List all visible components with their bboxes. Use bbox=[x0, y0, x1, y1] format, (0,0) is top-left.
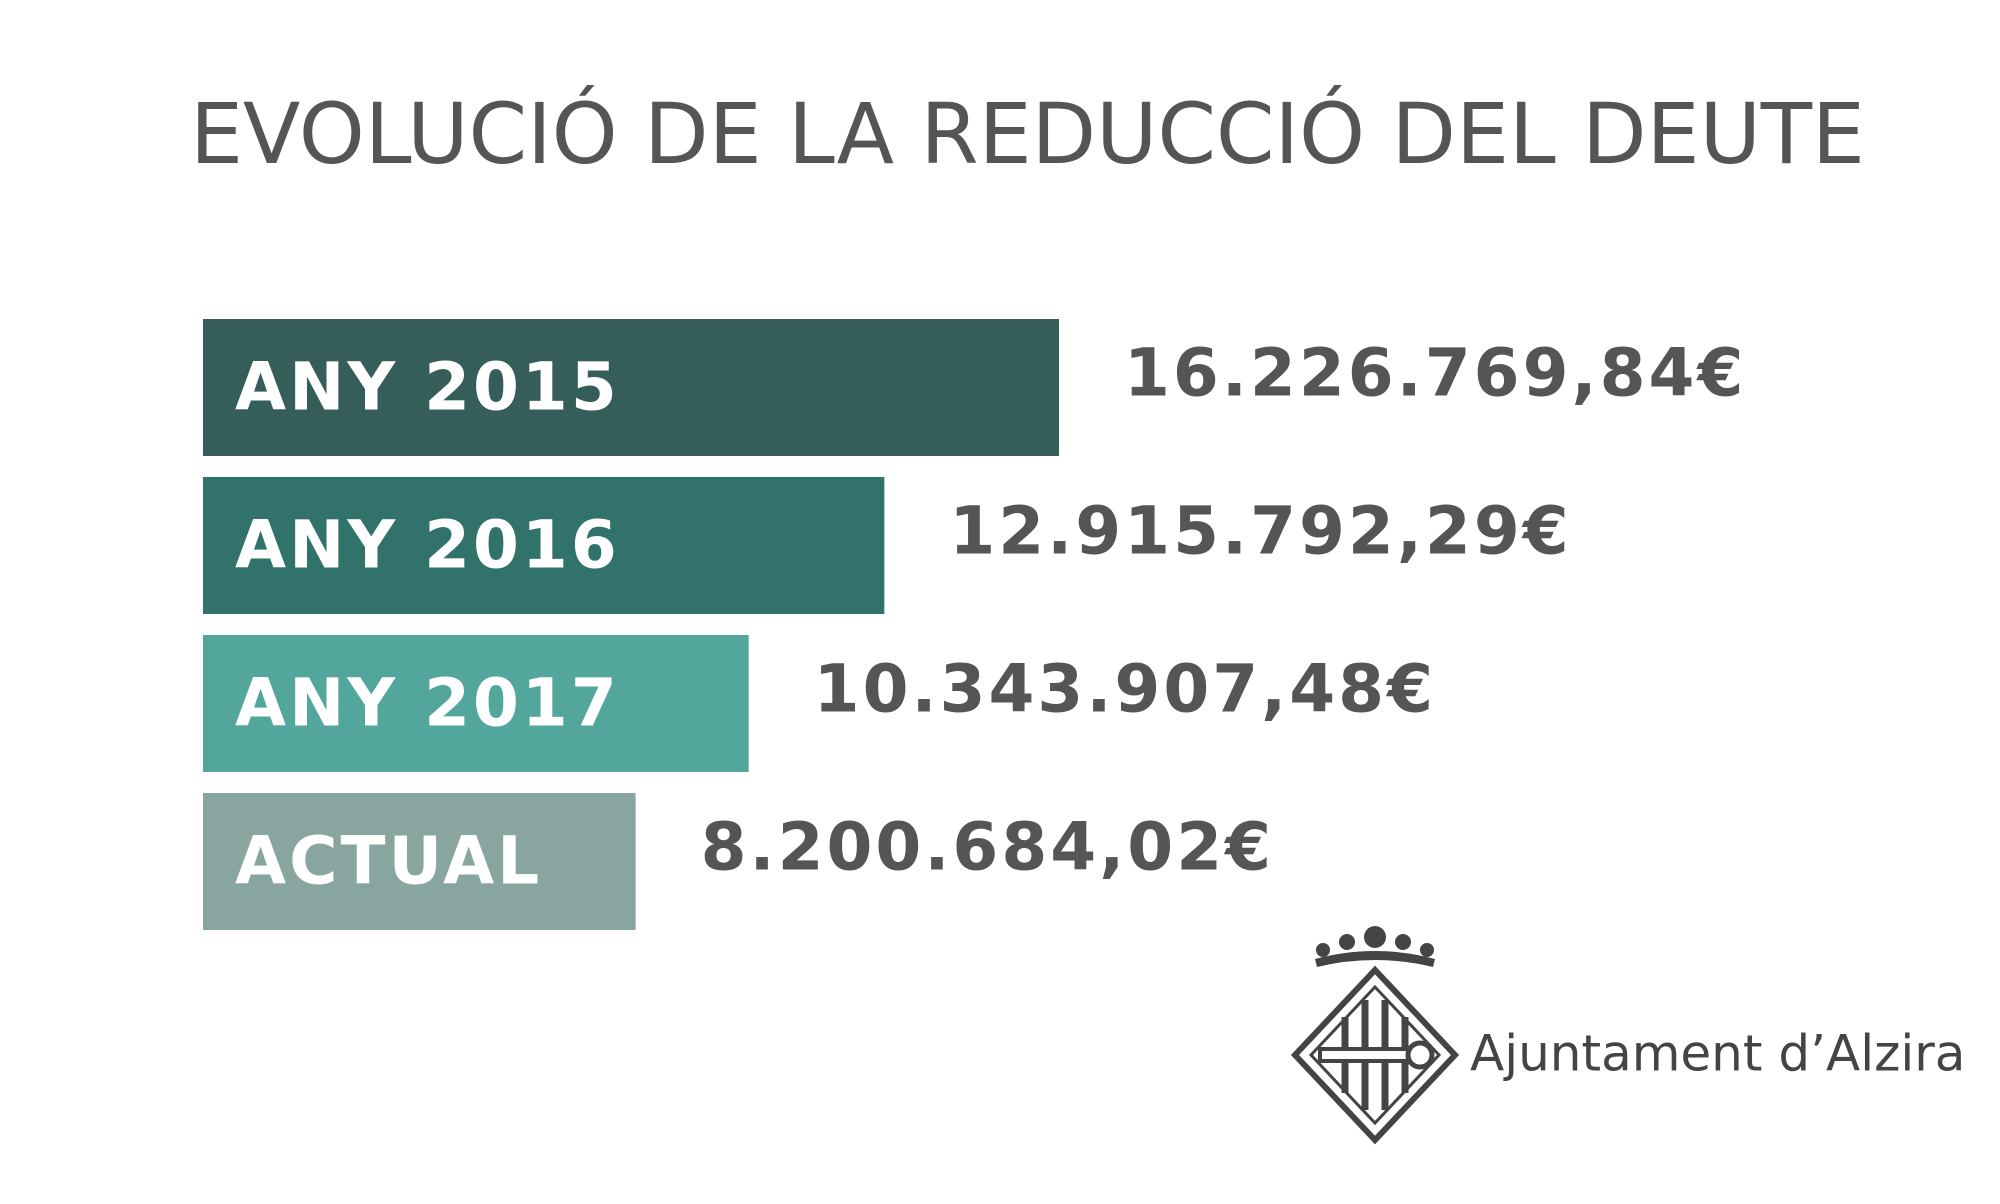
value-label: 10.343.907,48€ bbox=[814, 651, 1436, 728]
chart-title: EVOLUCIÓ DE LA REDUCCIÓ DEL DEUTE bbox=[190, 85, 1865, 183]
value-label: 12.915.792,29€ bbox=[949, 493, 1571, 570]
value-label: 16.226.769,84€ bbox=[1124, 335, 1746, 412]
bar bbox=[203, 477, 885, 614]
category-label: ACTUAL bbox=[235, 823, 542, 900]
bar bbox=[203, 793, 636, 930]
category-label: ANY 2016 bbox=[235, 507, 620, 584]
bar bbox=[203, 635, 749, 772]
category-label: ANY 2015 bbox=[235, 349, 620, 426]
category-label: ANY 2017 bbox=[235, 665, 620, 742]
logo-text: Ajuntament d’Alzira bbox=[1470, 1025, 1965, 1083]
bar bbox=[203, 319, 1059, 456]
logo: Ajuntament d’Alzira bbox=[1290, 926, 1965, 1145]
value-label: 8.200.684,02€ bbox=[701, 809, 1274, 886]
